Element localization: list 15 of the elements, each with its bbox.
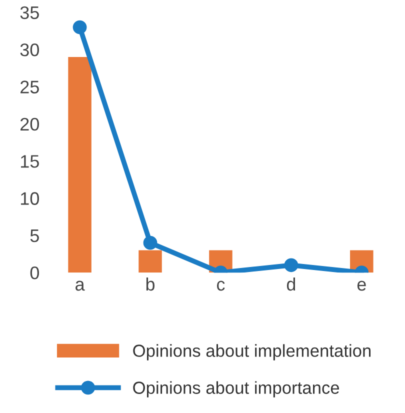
y-tick-label: 5 [30,230,39,242]
legend-label: Opinions about implementation [133,344,371,360]
x-tick-label: d [286,277,296,291]
y-tick-label: 20 [20,118,39,131]
x-tick-label: c [216,280,225,291]
y-tick-label: 10 [20,192,39,205]
y-tick-label: 0 [30,266,39,280]
x-tick-label: b [146,277,155,291]
y-tick-label: 30 [20,43,39,56]
legend-label: Opinions about importance [133,381,340,398]
y-tick-label: 35 [20,6,39,20]
y-tick-label: 15 [20,155,39,168]
y-tick-label: 25 [20,80,39,94]
x-tick-label: a [76,280,85,291]
x-tick-label: e [357,280,366,291]
